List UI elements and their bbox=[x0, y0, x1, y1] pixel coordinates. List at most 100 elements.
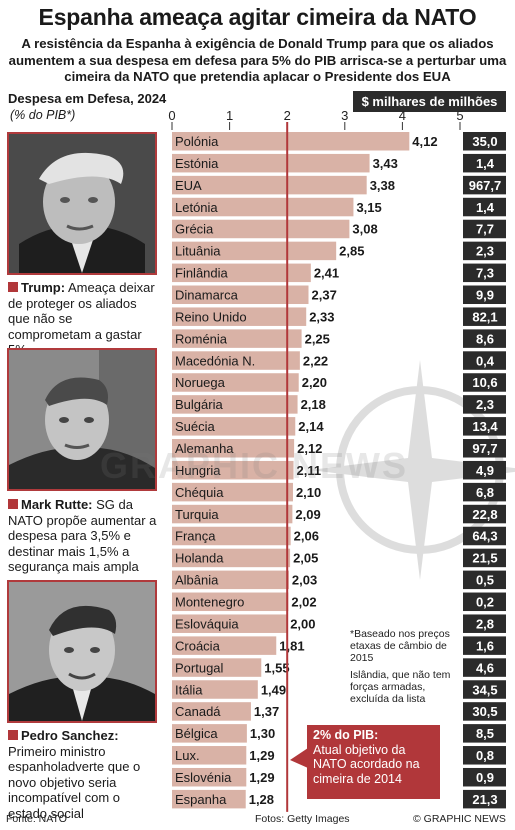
footer-source: Fonte: NATO bbox=[6, 813, 67, 825]
bar-2 bbox=[172, 175, 367, 195]
spending-cell bbox=[463, 395, 506, 414]
bar-value-label: 3,38 bbox=[370, 178, 395, 193]
bar-11 bbox=[172, 373, 299, 392]
target-callout: 2% do PIB: Atual objetivo da NATO acorda… bbox=[307, 725, 440, 799]
spending-cell bbox=[463, 175, 506, 195]
spending-value-label: 22,8 bbox=[472, 507, 497, 522]
bar-value-label: 2,12 bbox=[297, 441, 322, 456]
spending-cell bbox=[463, 614, 506, 633]
bar-5 bbox=[172, 241, 337, 261]
bar-value-label: 1,49 bbox=[261, 682, 286, 697]
bar-category-label: Estónia bbox=[175, 156, 219, 171]
chart-title-text: Despesa em Defesa, 2024 bbox=[8, 91, 167, 106]
bar-value-label: 2,00 bbox=[290, 616, 315, 631]
bar-value-label: 2,18 bbox=[301, 397, 326, 412]
spending-cell bbox=[463, 373, 506, 392]
bar-value-label: 2,22 bbox=[303, 353, 328, 368]
trump-photo bbox=[7, 132, 157, 275]
bar-category-label: Turquia bbox=[175, 507, 219, 522]
bar-9 bbox=[172, 329, 302, 348]
spending-value-label: 0,9 bbox=[476, 770, 494, 785]
bar-value-label: 2,85 bbox=[339, 244, 364, 259]
spending-value-label: 30,5 bbox=[472, 704, 497, 719]
bar-category-label: Bélgica bbox=[175, 726, 218, 741]
spending-cell bbox=[463, 439, 506, 458]
bar-category-label: Holanda bbox=[175, 551, 224, 566]
bar-category-label: Itália bbox=[175, 682, 203, 697]
bar-28 bbox=[172, 746, 247, 765]
spending-cell bbox=[463, 724, 506, 743]
spending-cell bbox=[463, 329, 506, 348]
sanchez-photo bbox=[7, 580, 157, 723]
bar-category-label: Roménia bbox=[175, 331, 228, 346]
spending-cell bbox=[463, 746, 506, 765]
spending-value-label: 1,6 bbox=[476, 638, 494, 653]
spending-value-label: 2,3 bbox=[476, 397, 494, 412]
bar-3 bbox=[172, 197, 354, 217]
bar-value-label: 2,05 bbox=[293, 551, 318, 566]
axis-tick-label: 1 bbox=[226, 108, 233, 123]
caption-marker-icon bbox=[8, 282, 18, 292]
bar-10 bbox=[172, 351, 300, 370]
spending-value-label: 10,6 bbox=[472, 375, 497, 390]
bar-value-label: 1,55 bbox=[264, 660, 289, 675]
bar-category-label: Hungria bbox=[175, 463, 221, 478]
spending-cell bbox=[463, 219, 506, 239]
bar-22 bbox=[172, 614, 288, 633]
spending-cell bbox=[463, 592, 506, 612]
bar-value-label: 1,29 bbox=[249, 770, 274, 785]
spending-value-label: 1,4 bbox=[476, 200, 495, 215]
bar-value-label: 2,03 bbox=[292, 573, 317, 588]
bar-category-label: Suécia bbox=[175, 419, 216, 434]
spending-cell bbox=[463, 789, 506, 809]
bar-26 bbox=[172, 702, 251, 721]
bar-category-label: Bulgária bbox=[175, 397, 223, 412]
rutte-caption-text: SG da NATO propõe aumentar a despesa par… bbox=[8, 497, 157, 574]
axis-tick-label: 5 bbox=[456, 108, 463, 123]
bar-category-label: Letónia bbox=[175, 200, 218, 215]
trump-caption-name: Trump: bbox=[21, 280, 66, 295]
caption-marker-icon bbox=[8, 499, 18, 509]
spending-cell bbox=[463, 570, 506, 590]
spending-value-label: 7,3 bbox=[476, 266, 494, 281]
spending-value-label: 8,5 bbox=[476, 726, 494, 741]
bar-4 bbox=[172, 219, 350, 239]
bar-value-label: 2,37 bbox=[312, 288, 337, 303]
spending-value-label: 0,4 bbox=[476, 353, 495, 368]
spending-value-label: 1,4 bbox=[476, 156, 495, 171]
bar-30 bbox=[172, 789, 246, 809]
rutte-photo bbox=[7, 348, 157, 491]
axis-tick-label: 3 bbox=[341, 108, 348, 123]
spending-value-label: 35,0 bbox=[472, 134, 497, 149]
bar-27 bbox=[172, 724, 247, 743]
spending-cell bbox=[463, 460, 506, 480]
spending-cell bbox=[463, 482, 506, 502]
spending-value-label: 2,8 bbox=[476, 616, 494, 631]
bar-16 bbox=[172, 482, 293, 502]
spending-cell bbox=[463, 636, 506, 655]
bar-category-label: Albânia bbox=[175, 573, 219, 588]
bar-17 bbox=[172, 504, 293, 524]
bar-1 bbox=[172, 153, 370, 173]
bar-category-label: Eslováquia bbox=[175, 616, 239, 631]
bar-value-label: 1,81 bbox=[279, 638, 304, 653]
spending-value-label: 21,5 bbox=[472, 551, 497, 566]
bar-24 bbox=[172, 658, 262, 677]
spending-cell bbox=[463, 417, 506, 436]
bar-category-label: Dinamarca bbox=[175, 288, 239, 303]
spending-value-label: 64,3 bbox=[472, 529, 497, 544]
bar-category-label: Lituânia bbox=[175, 244, 221, 259]
bar-value-label: 2,10 bbox=[296, 485, 321, 500]
trump-caption-text: Ameaça deixar de proteger os aliados que… bbox=[8, 280, 155, 357]
bar-value-label: 2,11 bbox=[297, 463, 322, 478]
callout-text: Atual objetivo da NATO acordado na cimei… bbox=[313, 742, 420, 786]
bar-19 bbox=[172, 548, 291, 568]
spending-cell bbox=[463, 658, 506, 677]
spending-cell bbox=[463, 504, 506, 524]
bar-29 bbox=[172, 767, 247, 787]
bar-7 bbox=[172, 285, 309, 305]
bar-value-label: 1,37 bbox=[254, 704, 279, 719]
bar-category-label: Portugal bbox=[175, 660, 224, 675]
bar-category-label: Espanha bbox=[175, 792, 227, 807]
